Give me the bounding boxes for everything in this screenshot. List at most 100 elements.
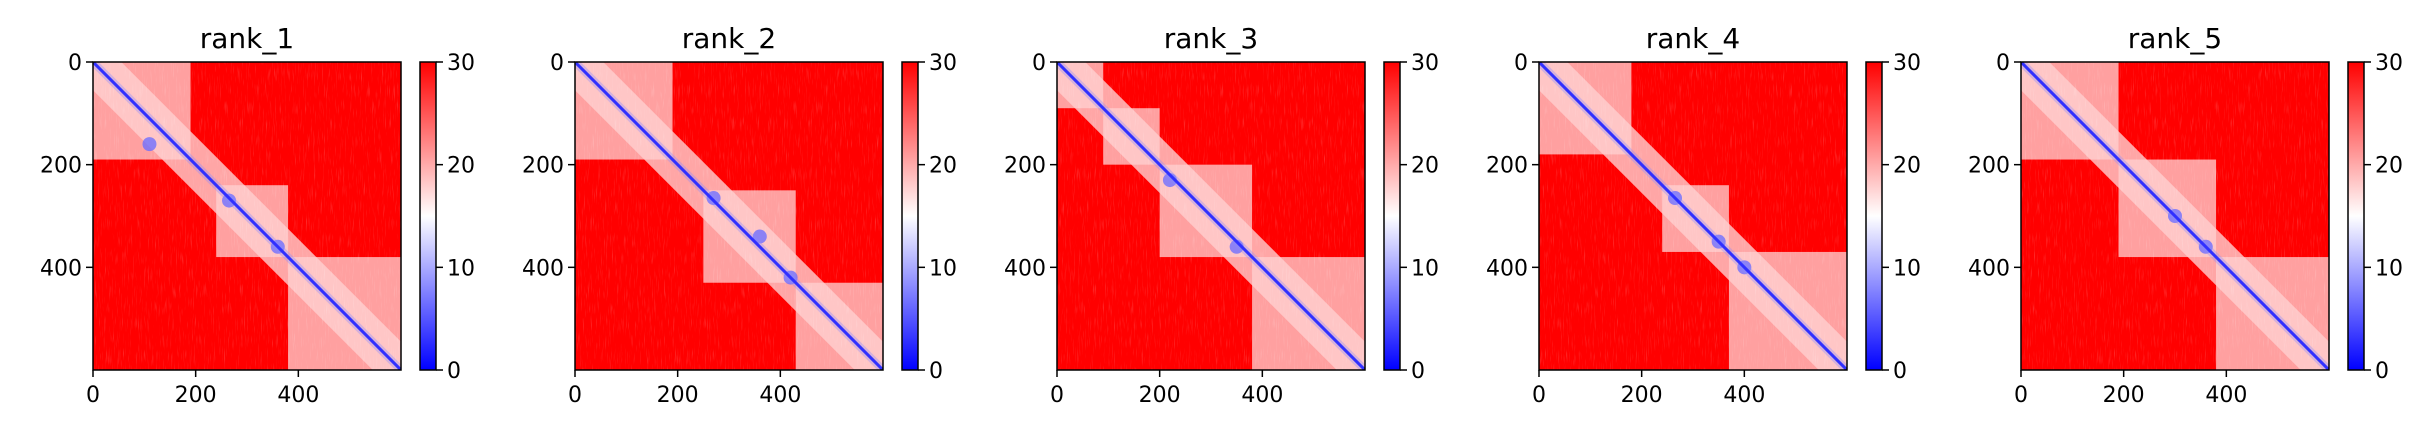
x-tick-label: 400 — [759, 383, 801, 408]
y-tick-label: 400 — [1004, 256, 1046, 281]
colorbar: 0 10 20 30 — [901, 51, 957, 384]
contact-blob — [222, 193, 237, 208]
colorbar-tick-label: 0 — [929, 359, 943, 384]
y-tick-label: 400 — [1486, 256, 1528, 281]
colorbar: 0 10 20 30 — [1383, 51, 1439, 384]
diagonal-line — [2021, 62, 2329, 370]
y-tick-label: 0 — [550, 51, 564, 76]
colorbar-frame — [1383, 61, 1401, 371]
y-tick-label: 400 — [1968, 256, 2010, 281]
y-tick-label: 0 — [1032, 51, 1046, 76]
colorbar-gradient — [1384, 62, 1400, 370]
colorbar: 0 10 20 30 — [1865, 51, 1921, 384]
colorbar-frame — [419, 61, 437, 371]
colorbar-tick-label: 20 — [2375, 154, 2403, 179]
x-tick-label: 200 — [175, 383, 217, 408]
y-tick-label: 0 — [1514, 51, 1528, 76]
colorbar-tick-label: 20 — [929, 154, 957, 179]
colorbar-gradient — [420, 62, 436, 370]
x-tick-label: 200 — [2103, 383, 2145, 408]
colorbar-tick-label: 0 — [2375, 359, 2389, 384]
chart-title: rank_3 — [1164, 22, 1258, 55]
colorbar-tick-label: 10 — [1893, 256, 1921, 281]
x-tick-label: 0 — [2014, 383, 2028, 408]
diagonal-glow — [575, 62, 883, 370]
chart-title: rank_5 — [2128, 22, 2222, 55]
x-tick-label: 400 — [2205, 383, 2247, 408]
colorbar-frame — [2347, 61, 2365, 371]
x-tick-label: 200 — [1621, 383, 1663, 408]
x-tick-label: 0 — [86, 383, 100, 408]
x-tick-label: 0 — [1050, 383, 1064, 408]
colorbar-tick-label: 20 — [1893, 154, 1921, 179]
diagonal-line — [1057, 62, 1365, 370]
colorbar-frame — [901, 61, 919, 371]
x-tick-label: 400 — [277, 383, 319, 408]
y-tick-label: 400 — [522, 256, 564, 281]
diagonal-glow — [2021, 62, 2329, 370]
colorbar-tick-label: 10 — [1411, 256, 1439, 281]
colorbar-tick-label: 30 — [929, 51, 957, 76]
heatmap-panel-3: rank_3 0 200 400 0 200 400 0 10 20 30 — [1004, 22, 1439, 408]
diagonal-glow — [93, 62, 401, 370]
colorbar-tick-label: 20 — [1411, 154, 1439, 179]
colorbar-tick-label: 10 — [2375, 256, 2403, 281]
diagonal-line — [93, 62, 401, 370]
y-tick-label: 0 — [1996, 51, 2010, 76]
contact-blob — [142, 137, 157, 152]
colorbar-tick-label: 10 — [447, 256, 475, 281]
colorbar: 0 10 20 30 — [2347, 51, 2403, 384]
colorbar-tick-label: 30 — [447, 51, 475, 76]
colorbar-tick-label: 0 — [1893, 359, 1907, 384]
heatmap-image — [2021, 62, 2329, 370]
colorbar-tick-label: 30 — [1893, 51, 1921, 76]
heatmap-panel-1: rank_1 0 200 400 0 200 400 0 10 20 30 — [40, 22, 475, 408]
x-tick-label: 400 — [1241, 383, 1283, 408]
colorbar-tick-label: 0 — [447, 359, 461, 384]
heatmap-image — [575, 62, 883, 370]
heatmap-panel-2: rank_2 0 200 400 0 200 400 0 10 20 30 — [522, 22, 957, 408]
colorbar-gradient — [1866, 62, 1882, 370]
colorbar-tick-label: 10 — [929, 256, 957, 281]
colorbar-gradient — [2348, 62, 2364, 370]
diagonal-glow — [1057, 62, 1365, 370]
heatmap-image — [93, 62, 401, 370]
contact-blob — [752, 229, 767, 244]
x-tick-label: 200 — [1139, 383, 1181, 408]
y-tick-label: 400 — [40, 256, 82, 281]
colorbar-tick-label: 30 — [1411, 51, 1439, 76]
heatmap-panel-5: rank_5 0 200 400 0 200 400 0 10 20 30 — [1968, 22, 2403, 408]
colorbar: 0 10 20 30 — [419, 51, 475, 384]
chart-title: rank_1 — [200, 22, 294, 55]
y-tick-label: 0 — [68, 51, 82, 76]
heatmap-panel-4: rank_4 0 200 400 0 200 400 0 10 20 30 — [1486, 22, 1921, 408]
colorbar-tick-label: 20 — [447, 154, 475, 179]
axes-frame — [2020, 61, 2330, 371]
x-tick-label: 0 — [1532, 383, 1546, 408]
diagonal-line — [1539, 62, 1847, 370]
chart-title: rank_2 — [682, 22, 776, 55]
diagonal-line — [575, 62, 883, 370]
axes-frame — [92, 61, 402, 371]
axes-frame — [1056, 61, 1366, 371]
axes-frame — [574, 61, 884, 371]
x-tick-label: 0 — [568, 383, 582, 408]
x-tick-label: 200 — [657, 383, 699, 408]
y-tick-label: 200 — [40, 154, 82, 179]
y-tick-label: 200 — [1968, 154, 2010, 179]
y-tick-label: 200 — [1486, 154, 1528, 179]
heatmap-image — [1539, 62, 1847, 370]
y-tick-label: 200 — [1004, 154, 1046, 179]
colorbar-frame — [1865, 61, 1883, 371]
contact-blob — [706, 191, 721, 206]
diagonal-glow — [1539, 62, 1847, 370]
y-tick-label: 200 — [522, 154, 564, 179]
chart-title: rank_4 — [1646, 22, 1740, 55]
colorbar-tick-label: 30 — [2375, 51, 2403, 76]
x-tick-label: 400 — [1723, 383, 1765, 408]
axes-frame — [1538, 61, 1848, 371]
colorbar-tick-label: 0 — [1411, 359, 1425, 384]
colorbar-gradient — [902, 62, 918, 370]
heatmap-image — [1057, 62, 1365, 370]
